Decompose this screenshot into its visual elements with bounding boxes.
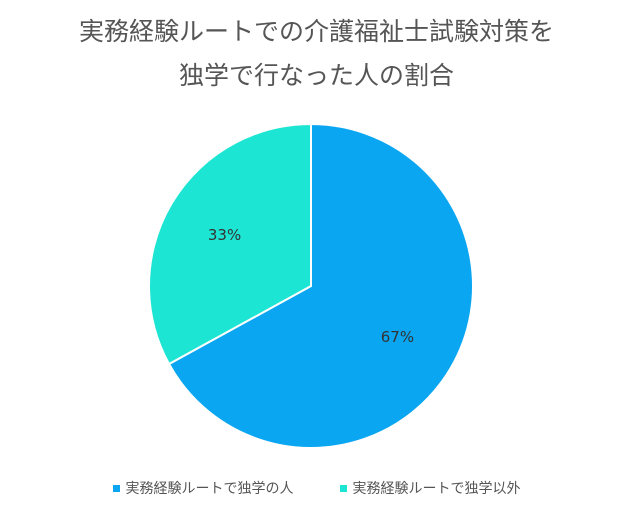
legend-item-other[interactable]: 実務経験ルートで独学以外 — [339, 478, 521, 498]
chart-title: 実務経験ルートでの介護福祉士試験対策を 独学で行なった人の割合 — [0, 10, 633, 98]
legend-label-other: 実務経験ルートで独学以外 — [352, 481, 521, 497]
chart-title-line-1: 実務経験ルートでの介護福祉士試験対策を — [78, 17, 554, 46]
legend-label-self-study: 実務経験ルートで独学の人 — [125, 481, 294, 497]
legend-swatch-other — [339, 484, 347, 492]
pie-slice-other[interactable] — [148, 122, 312, 366]
chart-title-line-2: 独学で行なった人の割合 — [178, 61, 454, 90]
legend-swatch-self-study — [112, 484, 120, 492]
pie-label-other: 33% — [208, 226, 241, 244]
legend-item-self-study[interactable]: 実務経験ルートで独学の人 — [112, 478, 294, 498]
pie-label-self-study: 67% — [381, 328, 414, 346]
legend: 実務経験ルートで独学の人 実務経験ルートで独学以外 — [0, 478, 633, 498]
pie-slice-self-study[interactable] — [167, 122, 474, 449]
